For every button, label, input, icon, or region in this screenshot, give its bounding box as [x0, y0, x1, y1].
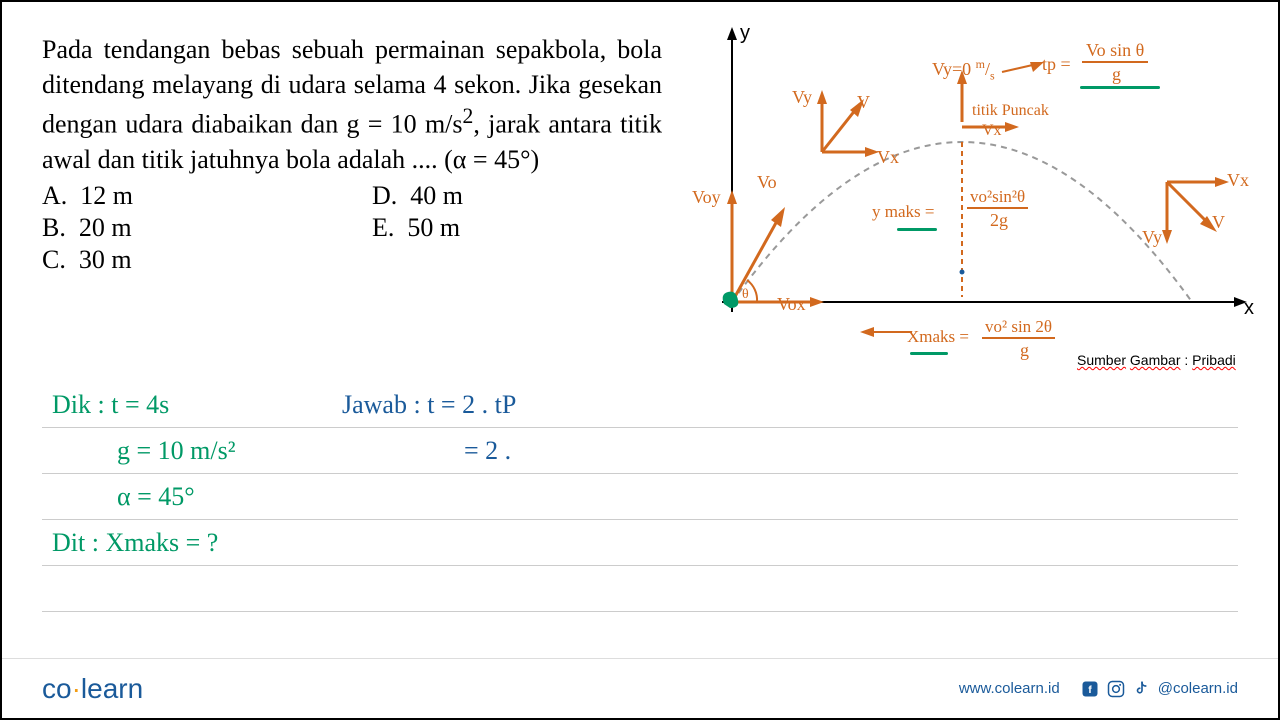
problem-column: Pada tendangan bebas sebuah permainan se…: [42, 32, 662, 372]
ymaks-numerator: vo²sin²θ: [967, 187, 1028, 209]
facebook-icon: f: [1080, 679, 1100, 699]
theta-label: θ: [742, 287, 749, 303]
vx-peak-label: Vx: [982, 122, 1002, 140]
website-url: www.colearn.id: [959, 680, 1060, 697]
option-c: C. 30 m: [42, 245, 332, 275]
vx-right-label: Vx: [1227, 170, 1249, 191]
image-credit: Sumber Gambar : Pribadi: [1077, 352, 1236, 368]
ymaks-denominator: 2g: [990, 210, 1008, 231]
vy-mid-label: Vy: [792, 87, 812, 108]
physics-diagram: y x Voy Vo Vox θ Vx Vy V Vy=0 m/s tp = V…: [672, 32, 1238, 372]
xmaks-denominator: g: [1020, 340, 1029, 361]
problem-text: Pada tendangan bebas sebuah permainan se…: [42, 32, 662, 177]
tp-denominator: g: [1112, 64, 1121, 85]
v-mid-label: V: [857, 92, 870, 113]
dik-alpha: α = 45°: [117, 482, 195, 512]
v-right-label: V: [1212, 212, 1225, 233]
xmaks-numerator: vo² sin 2θ: [982, 317, 1055, 339]
titik-puncak-label: titik Puncak: [972, 102, 1049, 120]
options-grid: A. 12 m D. 40 m B. 20 m E. 50 m C. 30 m: [42, 181, 662, 275]
option-a: A. 12 m: [42, 181, 332, 211]
option-d: D. 40 m: [372, 181, 662, 211]
tp-numerator: Vo sin θ: [1082, 40, 1148, 63]
option-b: B. 20 m: [42, 213, 332, 243]
green-underline-ymaks: [897, 228, 937, 231]
handwriting-area: Dik : t = 4s Jawab : t = 2 . tP g = 10 m…: [42, 382, 1238, 612]
instagram-icon: [1106, 679, 1126, 699]
green-underline-xmaks: [910, 352, 948, 355]
jawab-step2: = 2 .: [464, 436, 511, 466]
social-handle: @colearn.id: [1158, 680, 1238, 697]
option-e: E. 50 m: [372, 213, 662, 243]
green-underline-tp: [1080, 86, 1160, 89]
dit-label: Dit : Xmaks = ?: [52, 528, 218, 558]
vy-zero-label: Vy=0 m/s: [932, 57, 995, 84]
vy-right-label: Vy: [1142, 227, 1162, 248]
xmaks-label: Xmaks =: [907, 327, 969, 347]
vx-mid-label: Vx: [877, 147, 899, 168]
y-axis-label: y: [740, 22, 750, 45]
colearn-logo: co·learn: [42, 673, 143, 705]
svg-text:f: f: [1088, 683, 1092, 695]
dik-g: g = 10 m/s²: [117, 436, 236, 466]
x-axis-label: x: [1244, 297, 1254, 320]
vox-label: Vox: [777, 294, 806, 315]
tiktok-icon: [1132, 679, 1152, 699]
tp-label: tp =: [1042, 54, 1071, 75]
social-icons: f @colearn.id: [1080, 679, 1238, 699]
vo-label: Vo: [757, 172, 777, 193]
jawab-label: Jawab : t = 2 . tP: [342, 390, 516, 420]
dik-label: Dik : t = 4s: [52, 390, 169, 420]
footer: co·learn www.colearn.id f @colearn.id: [2, 658, 1278, 718]
ymaks-label: y maks =: [872, 202, 934, 222]
voy-label: Voy: [692, 187, 721, 208]
